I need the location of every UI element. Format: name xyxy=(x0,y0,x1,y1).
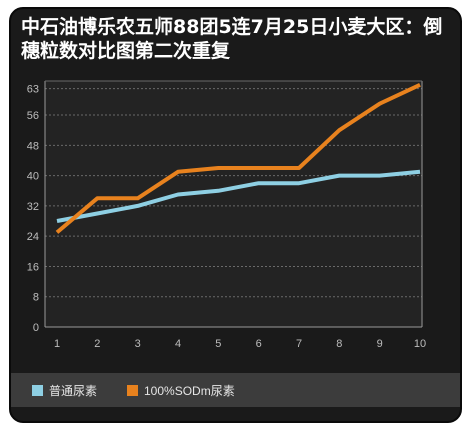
x-tick-label: 10 xyxy=(414,338,426,350)
plot-background xyxy=(45,81,422,327)
series-2-point xyxy=(337,128,341,132)
y-tick-label: 40 xyxy=(27,171,39,183)
series-2-point xyxy=(257,166,261,170)
series-1-point xyxy=(378,174,382,178)
series-2-point xyxy=(95,196,99,200)
y-tick-label: 63 xyxy=(27,84,39,96)
legend-label-series-2: 100%SODm尿素 xyxy=(144,383,235,398)
series-2-point xyxy=(136,196,140,200)
series-2-point xyxy=(418,83,422,87)
x-tick-label: 2 xyxy=(94,338,100,350)
x-tick-label: 1 xyxy=(54,338,60,350)
series-1-point xyxy=(95,211,99,215)
series-1-point xyxy=(176,193,180,197)
x-tick-label: 3 xyxy=(135,338,141,350)
legend-swatch-series-2 xyxy=(127,384,138,396)
series-line-1 xyxy=(56,169,421,223)
x-tick-label: 9 xyxy=(377,338,383,350)
series-1-point xyxy=(55,219,59,223)
legend-swatch-series-1 xyxy=(32,384,43,396)
series-2-point xyxy=(55,230,59,234)
x-tick-label: 7 xyxy=(296,338,302,350)
series-2-point xyxy=(378,102,382,106)
x-tick-label: 5 xyxy=(215,338,221,350)
legend-label-series-1: 普通尿素 xyxy=(49,383,98,398)
legend-item-series-2[interactable]: 100%SODm尿素 xyxy=(127,373,235,407)
chart-title: 中石油博乐农五师88团5连7月25日小麦大区：倒穗粒数对比图第二次重复 xyxy=(21,16,443,62)
y-tick-label: 24 xyxy=(27,231,39,243)
y-tick-label: 8 xyxy=(33,292,39,304)
x-tick-label: 8 xyxy=(336,338,342,350)
y-tick-label: 0 xyxy=(33,322,39,334)
series-line-2 xyxy=(55,82,421,234)
y-tick-label: 16 xyxy=(27,261,39,273)
chart-panel: 中石油博乐农五师88团5连7月25日小麦大区：倒穗粒数对比图第二次重复 0 8 16… xyxy=(9,7,462,423)
series-1-point xyxy=(216,189,220,193)
y-tick-label: 56 xyxy=(27,110,39,122)
series-1-point xyxy=(337,174,341,178)
series-2-point xyxy=(176,170,180,174)
x-tick-label: 6 xyxy=(256,338,262,350)
series-1-point xyxy=(257,181,261,185)
series-1-point xyxy=(297,181,301,185)
legend-item-series-1[interactable]: 普通尿素 xyxy=(32,373,97,407)
series-2-point xyxy=(216,166,220,170)
y-tick-label: 48 xyxy=(27,140,39,152)
series-1-point xyxy=(418,170,422,174)
legend: 普通尿素 100%SODm尿素 xyxy=(11,373,460,407)
series-1-point xyxy=(136,204,140,208)
series-2-point xyxy=(297,166,301,170)
y-tick-label: 32 xyxy=(27,201,39,213)
x-tick-label: 4 xyxy=(175,338,181,350)
